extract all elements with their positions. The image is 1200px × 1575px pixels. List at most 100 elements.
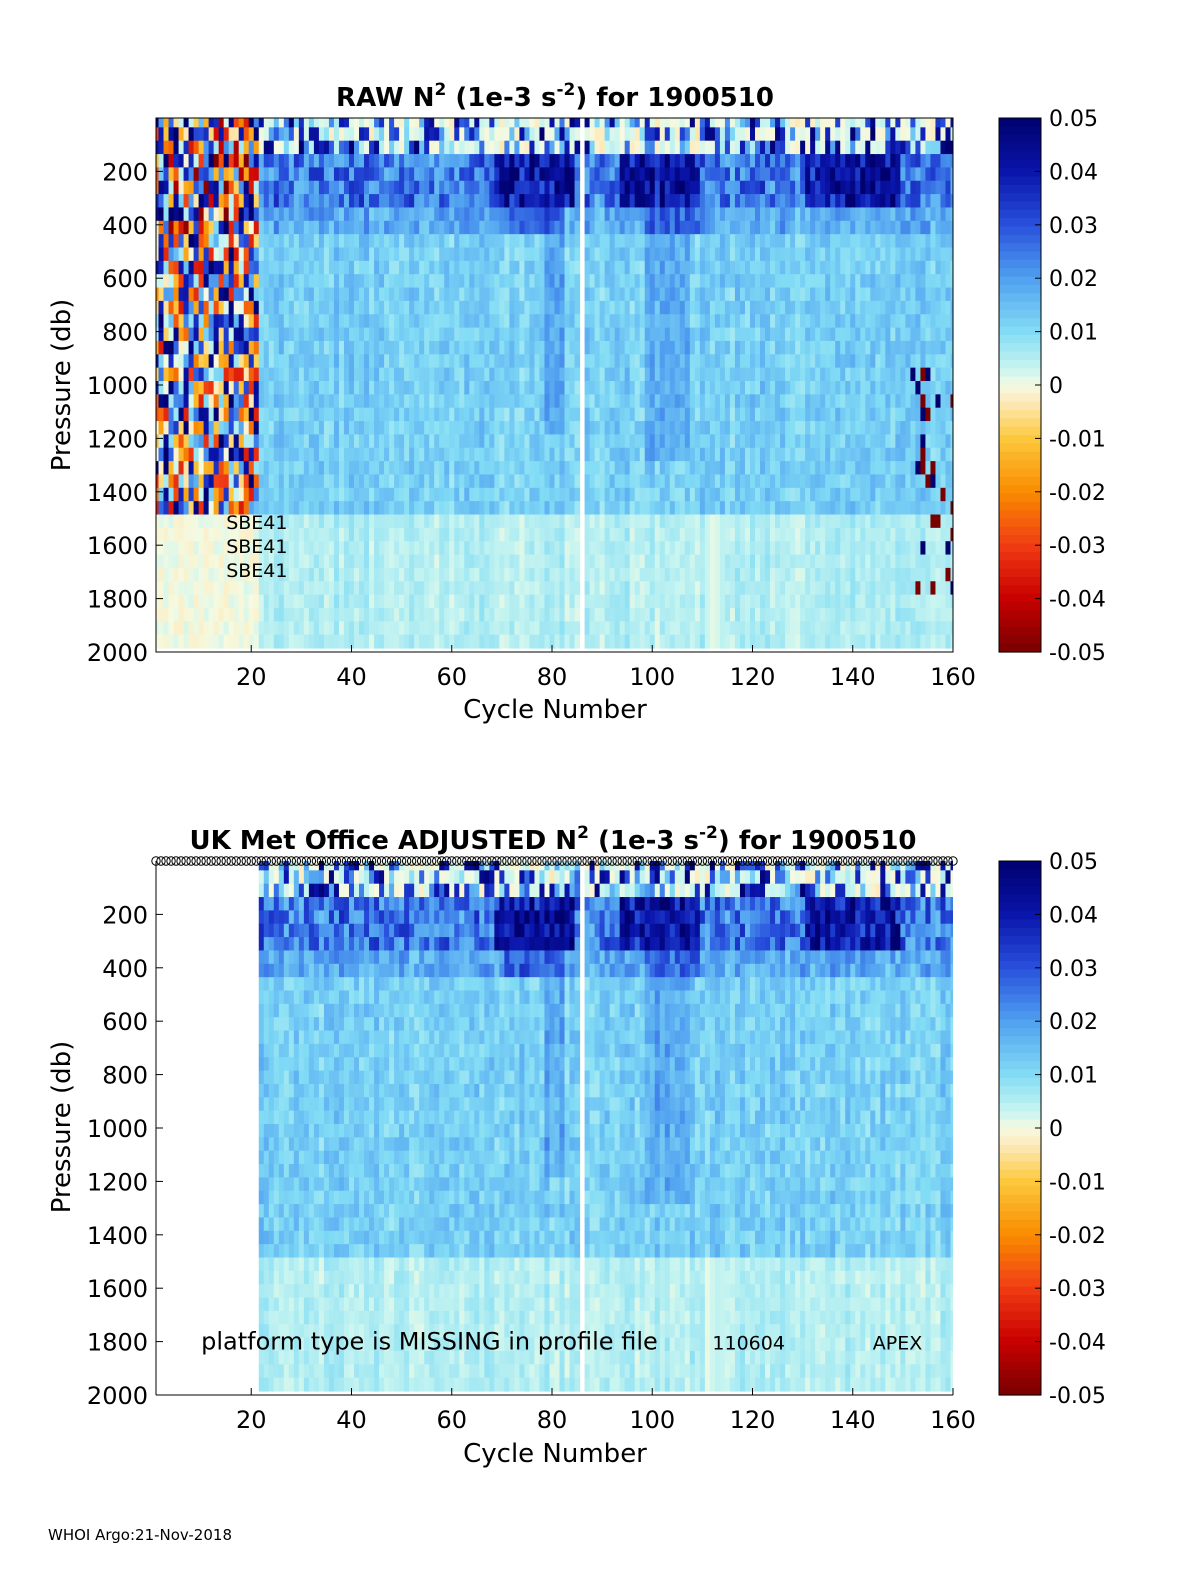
heatmap-cell xyxy=(684,514,691,529)
heatmap-cell xyxy=(444,514,450,529)
heatmap-cell xyxy=(233,140,240,155)
heatmap-cell xyxy=(484,381,490,395)
heatmap-cell xyxy=(514,274,520,289)
heatmap-cell xyxy=(188,607,195,622)
heatmap-cell xyxy=(584,487,591,502)
heatmap-cell xyxy=(504,634,510,649)
heatmap-cell xyxy=(263,461,270,476)
heatmap-cell xyxy=(775,421,781,435)
heatmap-cell xyxy=(213,461,220,476)
heatmap-cell xyxy=(233,207,240,222)
heatmap-cell xyxy=(273,287,280,302)
heatmap-cell xyxy=(744,327,751,342)
heatmap-cell xyxy=(519,621,525,636)
heatmap-cell xyxy=(374,501,380,516)
heatmap-cell xyxy=(404,140,410,155)
heatmap-cell xyxy=(288,501,295,516)
heatmap-cell xyxy=(479,127,485,142)
heatmap-cell xyxy=(253,394,260,409)
heatmap-cell xyxy=(574,567,581,582)
heatmap-cell xyxy=(399,514,405,529)
heatmap-cell xyxy=(765,474,771,489)
heatmap-cell xyxy=(509,474,515,489)
heatmap-cell xyxy=(709,447,716,462)
heatmap-cell xyxy=(514,194,520,209)
heatmap-cell xyxy=(213,127,220,142)
heatmap-cell xyxy=(318,367,325,382)
heatmap-cell xyxy=(629,180,636,195)
heatmap-cell xyxy=(494,447,500,462)
heatmap-cell xyxy=(248,260,255,275)
heatmap-cell xyxy=(338,154,345,168)
heatmap-cell xyxy=(454,154,460,168)
heatmap-cell xyxy=(534,180,541,195)
heatmap-cell xyxy=(384,340,390,355)
heatmap-cell xyxy=(494,314,500,329)
heatmap-cell xyxy=(694,594,701,609)
heatmap-cell xyxy=(639,421,646,435)
heatmap-cell xyxy=(534,487,541,502)
heatmap-cell xyxy=(699,180,706,195)
heatmap-cell xyxy=(559,207,566,222)
heatmap-cell xyxy=(333,554,340,569)
heatmap-cell xyxy=(429,274,435,289)
heatmap-cell xyxy=(644,247,651,262)
heatmap-cell xyxy=(714,474,721,489)
heatmap-cell xyxy=(218,167,225,182)
heatmap-cell xyxy=(729,234,736,249)
heatmap-cell xyxy=(258,607,265,622)
heatmap-cell xyxy=(744,274,751,289)
heatmap-cell xyxy=(348,527,355,542)
heatmap-cell xyxy=(684,140,691,155)
heatmap-cell xyxy=(644,234,651,249)
heatmap-cell xyxy=(549,118,556,128)
heatmap-cell xyxy=(288,247,295,262)
heatmap-cell xyxy=(333,621,340,636)
heatmap-cell xyxy=(559,234,566,249)
heatmap-cell xyxy=(604,621,611,636)
heatmap-cell xyxy=(689,447,696,462)
heatmap-cell xyxy=(178,234,185,249)
heatmap-cell xyxy=(434,127,440,142)
heatmap-cell xyxy=(719,274,726,289)
heatmap-cell xyxy=(539,461,546,476)
heatmap-cell xyxy=(574,607,581,622)
heatmap-cell xyxy=(624,567,631,582)
heatmap-cell xyxy=(313,621,320,636)
heatmap-cell xyxy=(389,314,395,329)
heatmap-cell xyxy=(679,287,686,302)
heatmap-cell xyxy=(609,434,616,449)
heatmap-cell xyxy=(213,501,220,516)
heatmap-cell xyxy=(333,514,340,529)
heatmap-cell xyxy=(614,554,621,569)
heatmap-cell xyxy=(684,461,691,476)
heatmap-cell xyxy=(318,581,325,596)
heatmap-cell xyxy=(419,487,425,502)
heatmap-cell xyxy=(348,118,355,128)
heatmap-cell xyxy=(429,607,435,622)
heatmap-cell xyxy=(354,621,360,636)
heatmap-cell xyxy=(539,234,546,249)
heatmap-cell xyxy=(739,581,746,596)
heatmap-cell xyxy=(439,300,445,315)
heatmap-cell xyxy=(559,394,566,409)
heatmap-cell xyxy=(524,501,530,516)
heatmap-cell xyxy=(188,167,195,182)
heatmap-cell xyxy=(749,447,756,462)
heatmap-cell xyxy=(354,541,360,556)
heatmap-cell xyxy=(775,607,781,622)
heatmap-cell xyxy=(619,118,626,128)
heatmap-cell xyxy=(156,154,160,168)
heatmap-cell xyxy=(529,274,536,289)
heatmap-cell xyxy=(554,154,561,168)
heatmap-cell xyxy=(739,567,746,582)
heatmap-cell xyxy=(674,487,681,502)
heatmap-cell xyxy=(569,501,576,516)
heatmap-cell xyxy=(649,634,656,649)
heatmap-cell xyxy=(770,541,776,556)
heatmap-cell xyxy=(338,621,345,636)
heatmap-cell xyxy=(489,118,495,128)
heatmap-cell xyxy=(599,180,606,195)
heatmap-cell xyxy=(278,514,285,529)
heatmap-cell xyxy=(654,354,661,369)
